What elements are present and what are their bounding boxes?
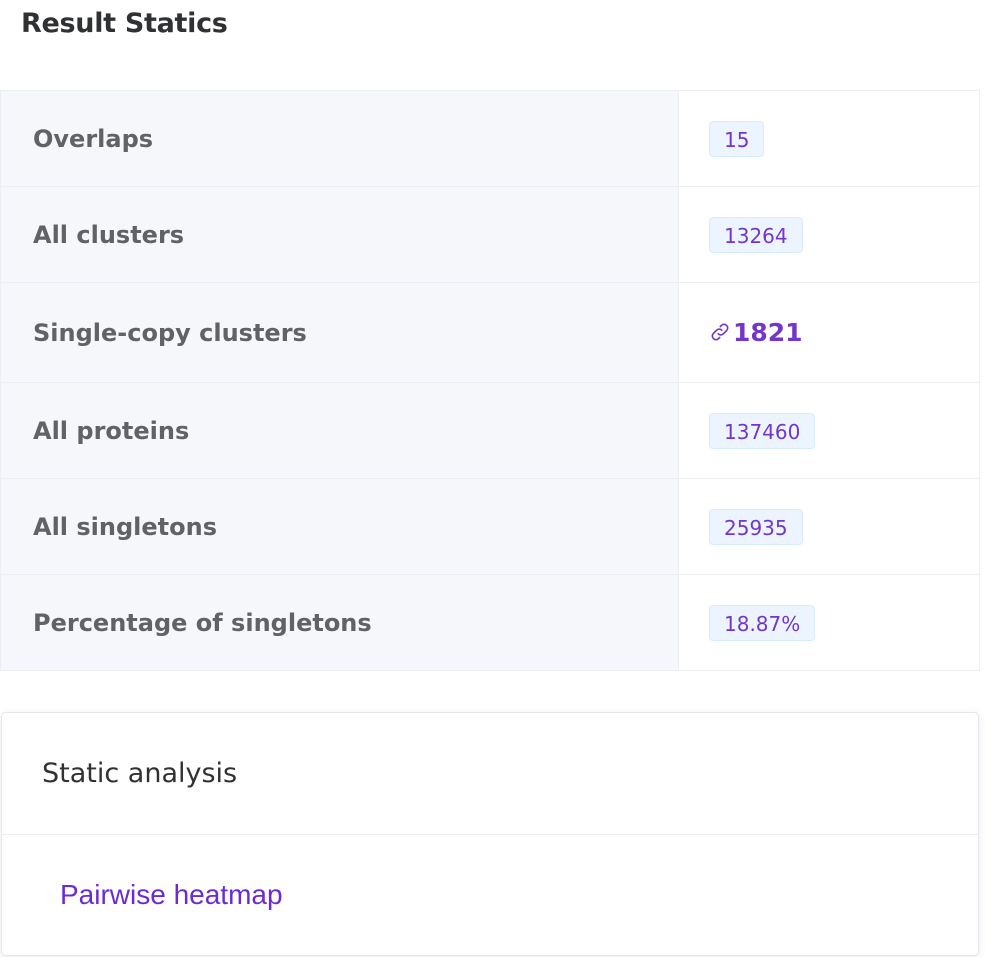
table-row: Single-copy clusters 1821 [0, 282, 980, 383]
pairwise-heatmap-link[interactable]: Pairwise heatmap [60, 879, 283, 910]
stat-value-cell: 137460 [678, 382, 980, 479]
stat-value-cell: 18.87% [678, 574, 980, 671]
single-copy-clusters-value: 1821 [733, 317, 803, 347]
all-proteins-tag: 137460 [709, 412, 816, 449]
all-singletons-tag: 25935 [709, 508, 803, 545]
stat-value-cell: 1821 [678, 282, 980, 383]
stat-label: All proteins [0, 382, 679, 479]
overlaps-tag: 15 [709, 120, 765, 157]
link-icon [711, 323, 729, 341]
page-title: Result Statics [21, 8, 228, 39]
stat-value-cell: 25935 [678, 478, 980, 575]
stat-value-cell: 15 [678, 90, 980, 187]
card-header: Static analysis [2, 713, 978, 835]
stat-label: Single-copy clusters [0, 282, 679, 383]
stats-table: Overlaps 15 All clusters 13264 Single-co… [0, 90, 980, 671]
stat-label: All clusters [0, 186, 679, 283]
stat-label: All singletons [0, 478, 679, 575]
stat-label: Percentage of singletons [0, 574, 679, 671]
table-row: Overlaps 15 [0, 90, 980, 187]
static-analysis-card: Static analysis Pairwise heatmap [1, 712, 979, 956]
table-row: All singletons 25935 [0, 478, 980, 575]
percentage-singletons-tag: 18.87% [709, 604, 816, 641]
stat-label: Overlaps [0, 90, 679, 187]
table-row: Percentage of singletons 18.87% [0, 574, 980, 671]
all-clusters-tag: 13264 [709, 216, 803, 253]
table-row: All clusters 13264 [0, 186, 980, 283]
single-copy-clusters-link[interactable]: 1821 [709, 318, 803, 347]
card-body: Pairwise heatmap [2, 835, 978, 955]
stat-value-cell: 13264 [678, 186, 980, 283]
table-row: All proteins 137460 [0, 382, 980, 479]
